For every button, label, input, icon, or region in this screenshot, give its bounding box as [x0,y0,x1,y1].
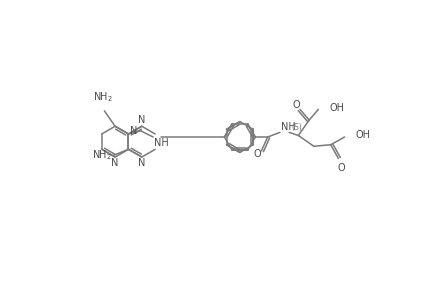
Text: NH: NH [282,122,296,132]
Text: NH$_2$: NH$_2$ [92,149,112,162]
Text: OH: OH [356,131,370,140]
Text: NH$_2$: NH$_2$ [93,90,113,104]
Text: NH: NH [154,138,168,148]
Text: N: N [138,158,146,168]
Text: N: N [111,158,119,168]
Text: (S): (S) [292,124,302,133]
Text: N: N [138,115,146,125]
Text: OH: OH [329,103,344,113]
Text: O: O [292,100,300,111]
Text: N: N [130,126,137,136]
Text: O: O [338,163,345,173]
Text: O: O [254,149,261,159]
